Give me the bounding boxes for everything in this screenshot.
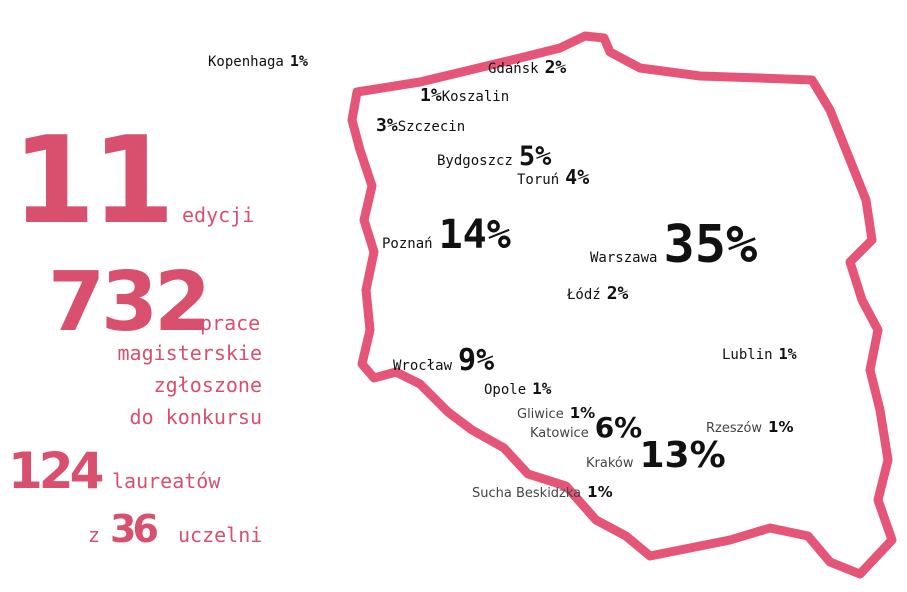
city-name: Gdańsk (488, 61, 539, 77)
poland-outline (347, 31, 897, 579)
city-label: Łódź 2% (566, 283, 629, 304)
stat-line: do konkursu (130, 405, 262, 429)
city-label: Katowice 6% (530, 411, 642, 444)
city-label: Poznań 14% (382, 212, 511, 258)
city-name: Łódź (566, 287, 601, 303)
city-share: 2% (607, 283, 629, 304)
city-name: Opole (484, 382, 526, 398)
city-share: 1% (532, 379, 552, 398)
city-share: 1% (570, 404, 595, 422)
city-label: Kraków 13% (586, 435, 726, 476)
city-label: Gdańsk 2% (488, 57, 566, 78)
city-name: Kopenhaga (208, 54, 284, 70)
city-label: Wrocław 9% (393, 343, 494, 378)
city-name: Bydgoszcz (437, 153, 513, 169)
city-name: Gliwice (517, 407, 564, 422)
city-share: 2% (545, 57, 567, 78)
city-label: Warszawa 35% (590, 215, 757, 275)
city-share: 14% (439, 212, 511, 258)
city-label: Kopenhaga 1% (208, 52, 308, 70)
city-share: 1% (290, 52, 308, 70)
stat-prefix: z (88, 523, 100, 547)
city-share: 6% (595, 411, 643, 444)
stat-label: uczelni (178, 523, 262, 547)
city-label: Opole 1% (484, 379, 552, 398)
city-share: 5% (519, 141, 552, 172)
city-share: 1% (420, 85, 442, 106)
city-label: Lublin 1% (722, 345, 797, 363)
city-name: Sucha Beskidzka (472, 486, 581, 501)
city-share: 3% (376, 115, 398, 136)
city-name: Toruń (517, 172, 559, 188)
city-share: 9% (458, 343, 494, 378)
stat-label: laureatów (112, 469, 221, 493)
stat-line: zgłoszone (154, 373, 262, 397)
city-name: Szczecin (398, 119, 465, 135)
city-name: Katowice (530, 426, 589, 441)
city-name: Kraków (586, 456, 634, 471)
city-label: 1%Koszalin (420, 85, 509, 106)
stat-number: 11 (12, 112, 171, 251)
stat-label: edycji (182, 203, 254, 227)
city-share: 1% (779, 345, 797, 363)
city-name: Warszawa (590, 250, 657, 266)
stat-line: magisterskie (118, 341, 263, 365)
city-label: Toruń 4% (517, 165, 589, 189)
city-label: Sucha Beskidzka 1% (472, 483, 613, 501)
city-name: Wrocław (393, 358, 453, 374)
city-share: 35% (663, 215, 757, 275)
city-share: 1% (587, 483, 612, 501)
stat-number: 124 (8, 442, 103, 500)
city-name: Lublin (722, 347, 773, 363)
city-label: Gliwice 1% (517, 404, 595, 422)
city-label: Bydgoszcz 5% (437, 141, 552, 172)
stat-number: 36 (110, 507, 157, 551)
city-name: Poznań (382, 236, 433, 252)
city-share: 13% (640, 435, 726, 476)
stat-number: 732 (48, 255, 207, 350)
city-label: 3%Szczecin (376, 115, 465, 136)
city-label: Rzeszów 1% (706, 418, 794, 436)
city-name: Rzeszów (706, 421, 762, 436)
city-share: 4% (565, 165, 589, 189)
stat-label: prace (200, 311, 260, 335)
city-share: 1% (768, 418, 793, 436)
city-name: Koszalin (442, 89, 509, 105)
